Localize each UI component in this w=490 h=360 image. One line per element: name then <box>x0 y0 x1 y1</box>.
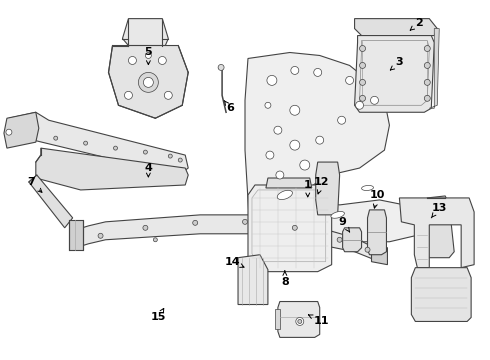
Text: 12: 12 <box>314 177 329 194</box>
Text: 2: 2 <box>410 18 423 30</box>
Circle shape <box>300 160 310 170</box>
Circle shape <box>54 136 58 140</box>
Polygon shape <box>424 196 454 258</box>
Circle shape <box>267 75 277 85</box>
Circle shape <box>128 57 136 64</box>
Circle shape <box>338 116 345 124</box>
Polygon shape <box>371 245 388 265</box>
Circle shape <box>298 319 302 323</box>
Polygon shape <box>122 19 168 45</box>
Circle shape <box>296 318 304 325</box>
Text: 5: 5 <box>145 48 152 64</box>
Polygon shape <box>343 228 362 252</box>
Polygon shape <box>412 268 471 321</box>
Text: 11: 11 <box>309 315 329 327</box>
Circle shape <box>265 102 271 108</box>
Circle shape <box>178 158 182 162</box>
Polygon shape <box>4 112 39 148</box>
Circle shape <box>360 45 366 51</box>
Circle shape <box>276 171 284 179</box>
Circle shape <box>138 72 158 92</box>
Text: 10: 10 <box>370 190 385 208</box>
Text: 3: 3 <box>391 58 403 70</box>
Text: 1: 1 <box>304 180 312 197</box>
Polygon shape <box>36 148 188 190</box>
Circle shape <box>424 80 430 85</box>
Circle shape <box>345 76 354 84</box>
Circle shape <box>274 126 282 134</box>
Polygon shape <box>108 45 188 118</box>
Circle shape <box>290 140 300 150</box>
Text: 15: 15 <box>150 309 166 323</box>
Circle shape <box>370 96 378 104</box>
Polygon shape <box>9 112 188 175</box>
Polygon shape <box>29 175 73 228</box>
Polygon shape <box>368 210 387 255</box>
Text: 8: 8 <box>281 271 289 287</box>
Circle shape <box>356 101 364 109</box>
Text: 13: 13 <box>431 203 447 218</box>
Circle shape <box>424 95 430 101</box>
Polygon shape <box>266 178 312 188</box>
Circle shape <box>365 247 370 252</box>
Polygon shape <box>238 255 268 305</box>
Circle shape <box>84 141 88 145</box>
Ellipse shape <box>277 190 293 199</box>
Text: 4: 4 <box>145 163 152 177</box>
Circle shape <box>424 45 430 51</box>
Circle shape <box>337 237 342 242</box>
Circle shape <box>314 68 322 76</box>
Text: 6: 6 <box>224 100 234 113</box>
Circle shape <box>114 146 118 150</box>
Ellipse shape <box>331 211 344 218</box>
Text: 14: 14 <box>224 257 244 267</box>
Circle shape <box>424 62 430 68</box>
Polygon shape <box>69 220 83 250</box>
Circle shape <box>360 95 366 101</box>
Ellipse shape <box>362 185 373 190</box>
Polygon shape <box>355 19 437 36</box>
Circle shape <box>291 67 299 75</box>
Circle shape <box>293 225 297 230</box>
Circle shape <box>144 77 153 87</box>
Text: 7: 7 <box>27 177 42 192</box>
Polygon shape <box>275 310 280 329</box>
Polygon shape <box>75 215 374 260</box>
Circle shape <box>290 105 300 115</box>
Circle shape <box>146 53 151 58</box>
Polygon shape <box>245 53 424 255</box>
Circle shape <box>360 62 366 68</box>
Circle shape <box>153 238 157 242</box>
Polygon shape <box>399 198 474 268</box>
Circle shape <box>193 220 197 225</box>
Circle shape <box>98 233 103 238</box>
Circle shape <box>158 57 166 64</box>
Polygon shape <box>355 36 434 112</box>
Circle shape <box>266 151 274 159</box>
Polygon shape <box>248 185 332 272</box>
Polygon shape <box>429 28 439 108</box>
Circle shape <box>168 154 172 158</box>
Polygon shape <box>278 302 319 337</box>
Circle shape <box>144 150 147 154</box>
Circle shape <box>6 129 12 135</box>
Circle shape <box>218 64 224 71</box>
Text: 9: 9 <box>339 217 350 232</box>
Circle shape <box>143 225 148 230</box>
Circle shape <box>164 91 172 99</box>
Circle shape <box>124 91 132 99</box>
Circle shape <box>316 136 324 144</box>
Polygon shape <box>316 162 340 215</box>
Circle shape <box>360 80 366 85</box>
Circle shape <box>243 219 247 224</box>
